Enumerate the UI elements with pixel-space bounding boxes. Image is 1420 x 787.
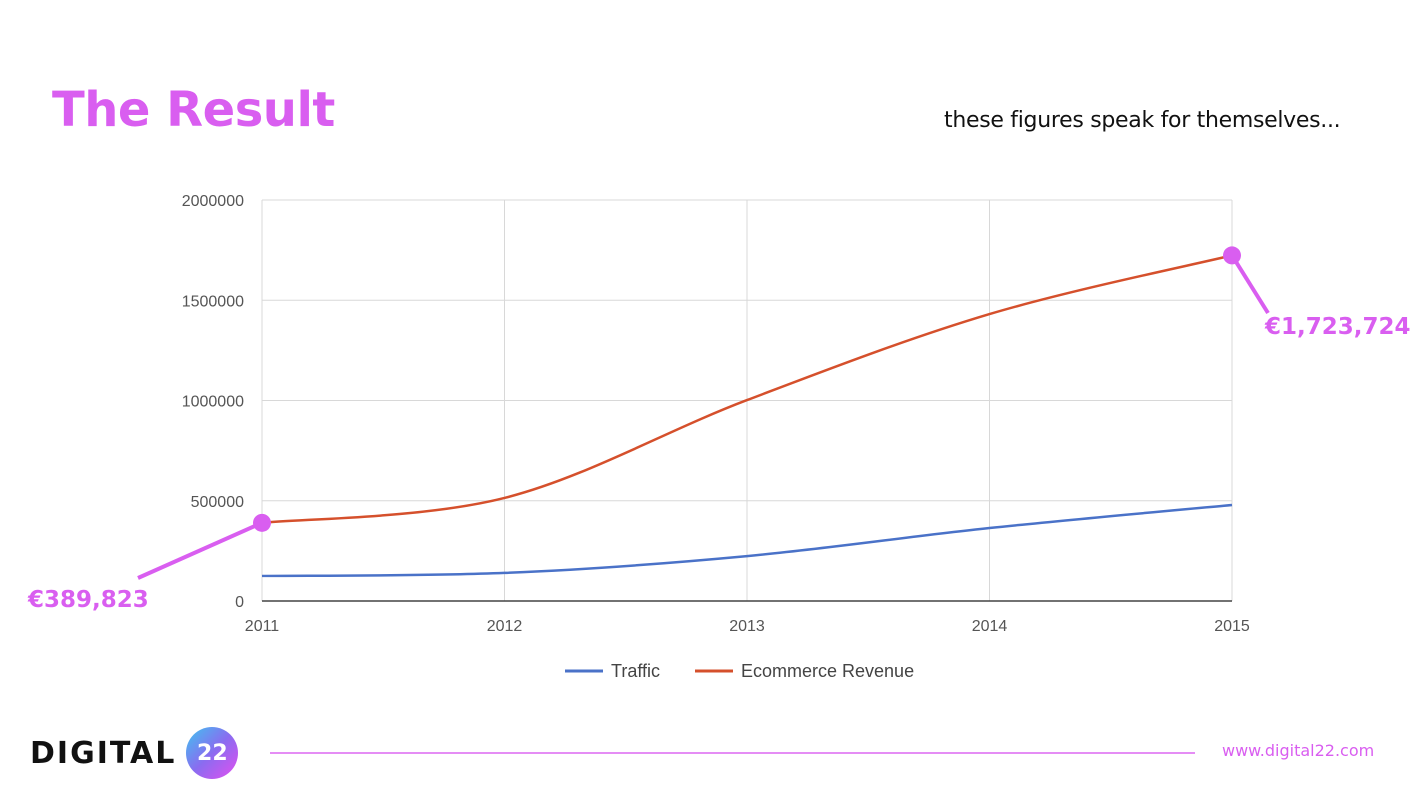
y-tick-label: 1500000 xyxy=(182,293,244,310)
annotation-marker xyxy=(253,513,271,532)
annotation-marker xyxy=(1223,246,1241,265)
y-tick-label: 500000 xyxy=(191,494,244,511)
y-tick-label: 0 xyxy=(235,594,244,611)
footer-divider xyxy=(270,752,1195,754)
slide-title: The Result xyxy=(52,82,335,138)
logo-badge-icon: 22 xyxy=(186,727,239,779)
annotation-leader xyxy=(137,521,263,580)
legend-label-traffic: Traffic xyxy=(611,661,660,681)
y-tick-label: 2000000 xyxy=(182,193,244,210)
x-tick-label: 2014 xyxy=(972,618,1008,635)
x-tick-label: 2013 xyxy=(729,618,765,635)
series-line-revenue xyxy=(261,254,1233,525)
annotation-label: €389,823 xyxy=(27,587,149,613)
digital22-logo: DIGITAL 22 xyxy=(30,727,239,779)
x-tick-label: 2015 xyxy=(1214,618,1250,635)
x-tick-label: 2012 xyxy=(487,618,523,635)
logo-text: DIGITAL xyxy=(30,735,177,771)
annotation-leader xyxy=(1230,254,1270,315)
series-line-traffic xyxy=(261,503,1233,578)
x-tick-label: 2011 xyxy=(245,618,280,635)
annotation-label: €1,723,724 xyxy=(1264,314,1411,340)
slide-subtitle: these figures speak for themselves... xyxy=(944,108,1341,133)
website-link[interactable]: www.digital22.com xyxy=(1222,741,1375,760)
y-tick-label: 1000000 xyxy=(182,394,244,411)
legend-label-revenue: Ecommerce Revenue xyxy=(741,661,914,681)
